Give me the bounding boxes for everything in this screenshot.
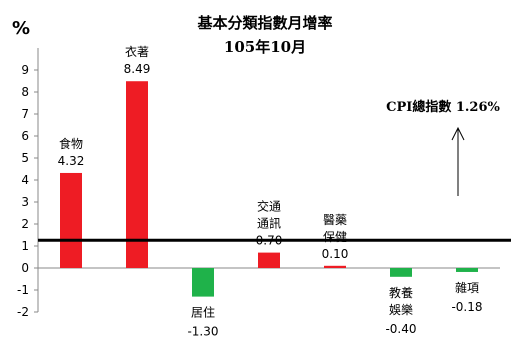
y-tick-label: 6	[21, 129, 29, 143]
data-label: -0.40	[385, 322, 416, 336]
bar	[258, 252, 280, 268]
data-label: 4.32	[58, 154, 85, 168]
category-label: 通訊	[257, 216, 281, 231]
data-label: 8.49	[124, 62, 151, 76]
category-label: 食物	[59, 136, 83, 151]
category-label: 雜項	[455, 280, 479, 295]
y-tick-label: 2	[21, 217, 29, 231]
category-label: 娛樂	[389, 302, 413, 317]
category-label: 居住	[191, 306, 215, 320]
bar	[456, 268, 478, 272]
reference-line-label: CPI總指數 1.26%	[386, 99, 500, 115]
bar	[60, 172, 82, 268]
chart-title: 基本分類指數月增率	[196, 14, 332, 32]
bar	[126, 81, 148, 268]
y-tick-label: 1	[21, 239, 29, 253]
y-axis-label: %	[12, 18, 30, 39]
category-label: 交通	[257, 199, 281, 214]
y-tick-label: 9	[21, 63, 29, 77]
y-tick-label: 8	[21, 85, 29, 99]
category-label: 衣著	[125, 44, 149, 59]
y-tick-label: -1	[17, 283, 29, 297]
y-tick-label: 3	[21, 195, 29, 209]
y-tick-label: 7	[21, 107, 29, 121]
bar	[390, 268, 412, 277]
data-label: 0.10	[322, 247, 349, 261]
reference-arrow	[451, 126, 465, 196]
category-label: 教養	[389, 285, 413, 300]
y-tick-label: 5	[21, 151, 29, 165]
chart-subtitle: 105年10月	[224, 38, 306, 56]
bar	[324, 265, 346, 268]
data-label: -0.18	[451, 300, 482, 314]
y-tick-label: 0	[21, 261, 29, 275]
data-label: -1.30	[187, 325, 218, 339]
y-tick-label: -2	[17, 305, 29, 319]
plot-area: -2-101234567894.32食物8.49衣著居住-1.300.70交通通…	[17, 44, 511, 339]
bar	[192, 268, 214, 297]
y-tick-label: 4	[21, 173, 29, 187]
category-label: 醫藥	[323, 213, 347, 227]
